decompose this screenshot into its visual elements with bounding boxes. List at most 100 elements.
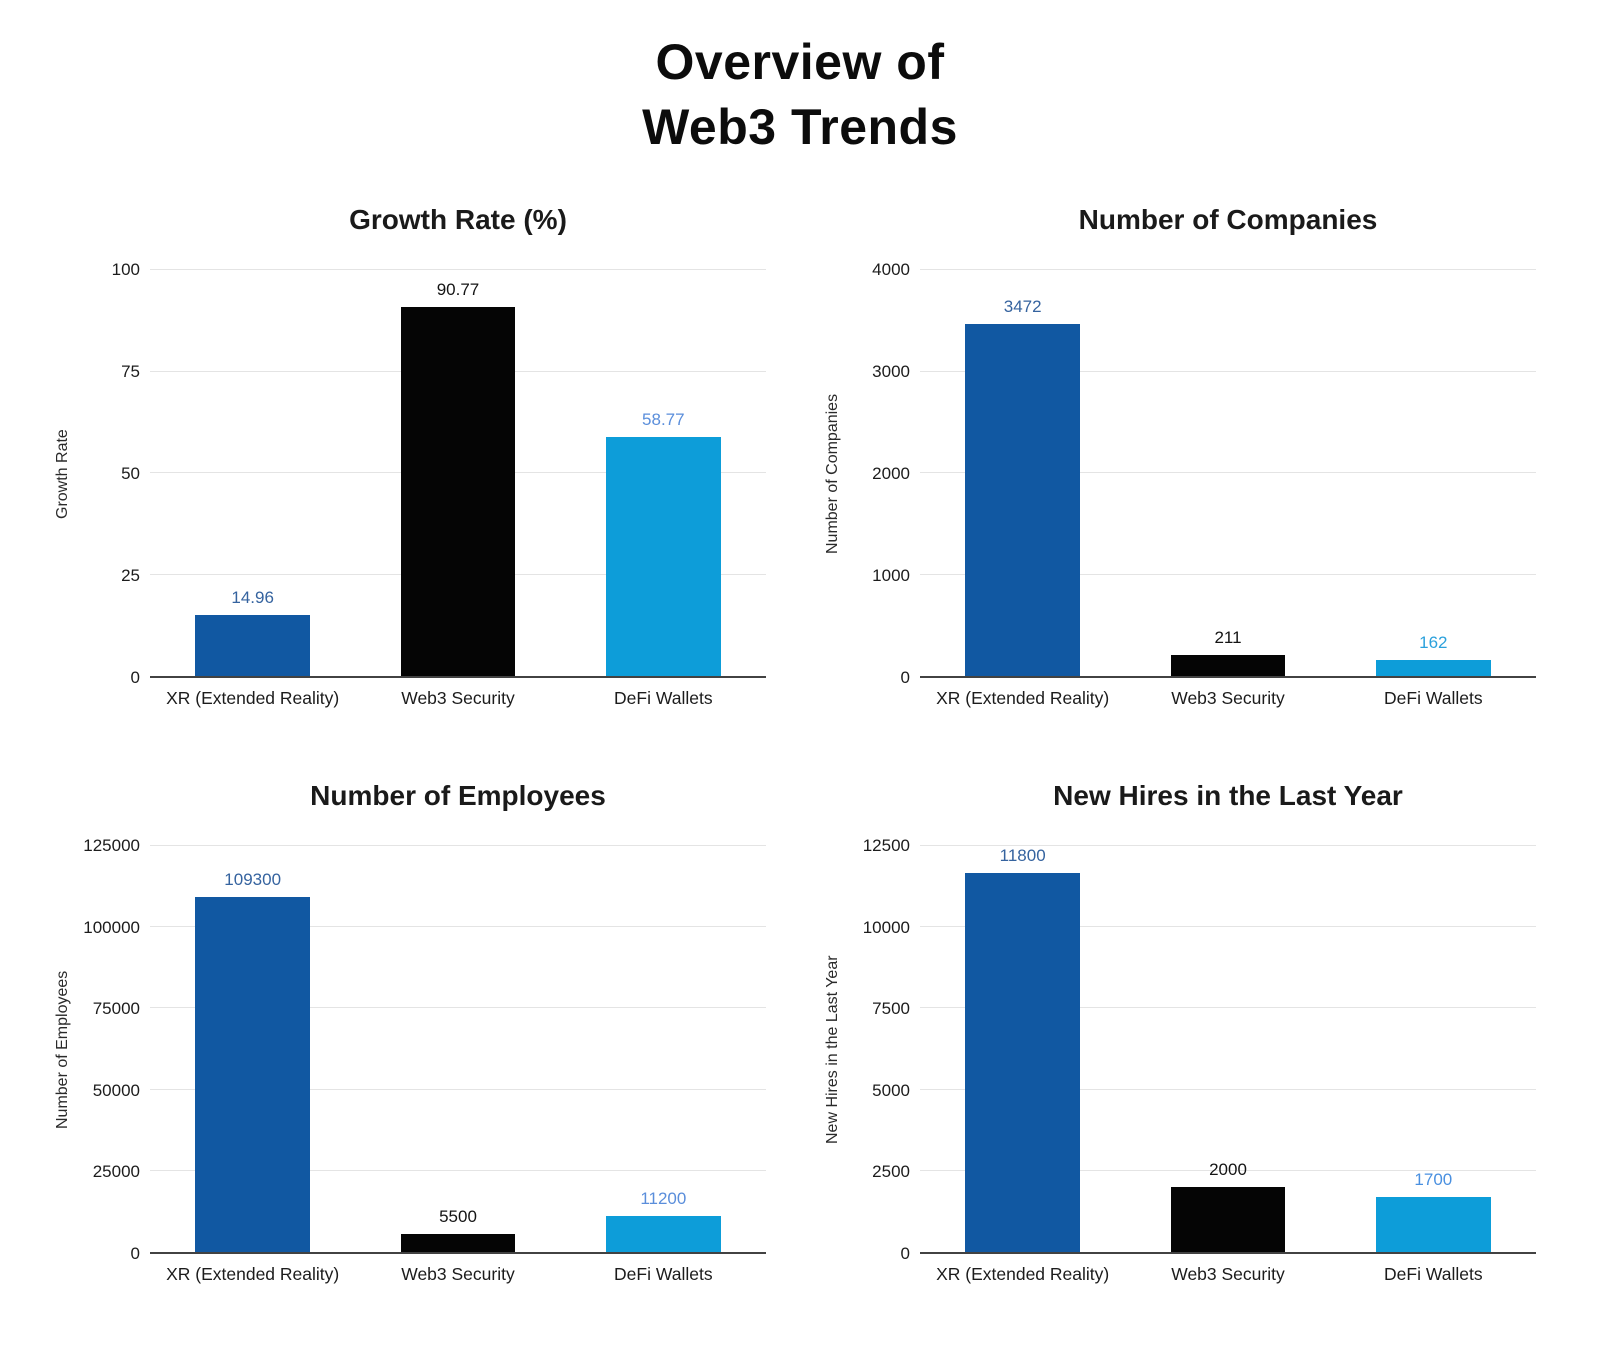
y-tick-label: 1000 bbox=[872, 566, 910, 585]
bar-value-label: 162 bbox=[1419, 632, 1448, 652]
gridline bbox=[150, 1169, 766, 1171]
y-tick-label: 125000 bbox=[83, 836, 140, 855]
x-axis-labels: XR (Extended Reality) Web3 Security DeFi W… bbox=[150, 678, 766, 718]
y-axis-title: New Hires in the Last Year bbox=[824, 955, 841, 1145]
x-category-label: XR (Extended Reality) bbox=[936, 1263, 1110, 1284]
bar bbox=[965, 873, 1081, 1252]
gridline bbox=[150, 845, 766, 846]
bar-slot: 58.77 bbox=[561, 270, 766, 676]
chart-title: Growth Rate (%) bbox=[349, 204, 567, 235]
y-axis-ticks: 0 25000 50000 75000 100000 125000 bbox=[83, 836, 150, 1263]
x-category-label: DeFi Wallets bbox=[614, 687, 713, 708]
y-axis-ticks: 0 25 50 75 100 bbox=[86, 260, 150, 687]
chart-title: New Hires in the Last Year bbox=[1053, 780, 1403, 811]
bar-value-label: 2000 bbox=[1209, 1160, 1247, 1180]
page-title: Overview of Web3 Trends bbox=[0, 0, 1600, 160]
y-tick-label: 10000 bbox=[862, 917, 910, 937]
bar bbox=[195, 615, 311, 676]
bar-value-label: 109300 bbox=[224, 870, 282, 889]
y-tick-label: 2500 bbox=[872, 1162, 910, 1182]
chart-number-of-employees: Number of Employees Number of Employees 0 2… bbox=[40, 776, 790, 1294]
bar-slot: 2000 bbox=[1125, 846, 1330, 1252]
x-category-label: DeFi Wallets bbox=[614, 1263, 713, 1284]
y-axis-ticks: 0 2500 5000 7500 10000 12500 bbox=[856, 836, 920, 1263]
bar-slot: 90.77 bbox=[355, 270, 560, 676]
gridline bbox=[150, 269, 766, 270]
gridline bbox=[920, 573, 1536, 575]
bar-slot: 109300 bbox=[150, 846, 355, 1252]
y-tick-label: 0 bbox=[900, 1244, 910, 1263]
gridline bbox=[920, 472, 1536, 473]
plot-area: 14.96 90.77 58.77 bbox=[150, 269, 766, 678]
bar-slots: 14.96 90.77 58.77 bbox=[150, 270, 766, 676]
gridline bbox=[920, 926, 1536, 928]
bar-value-label: 11200 bbox=[640, 1188, 687, 1208]
x-category-label: DeFi Wallets bbox=[1384, 687, 1483, 708]
y-axis-title: Growth Rate bbox=[54, 429, 71, 519]
y-tick-label: 0 bbox=[130, 668, 140, 687]
bar bbox=[1170, 654, 1286, 676]
y-tick-label: 75000 bbox=[92, 999, 140, 1019]
bar bbox=[1375, 1196, 1491, 1252]
plot-area: 11800 2000 1700 bbox=[920, 845, 1536, 1254]
y-tick-label: 25000 bbox=[92, 1162, 140, 1182]
bar-value-label: 90.77 bbox=[436, 280, 480, 300]
chart-body: New Hires in the Last Year 0 2500 5000 7500 1… bbox=[810, 836, 1560, 1263]
chart-title: Number of Companies bbox=[1078, 204, 1378, 235]
bar-value-label: 3472 bbox=[1003, 296, 1042, 316]
y-tick-label: 3000 bbox=[872, 362, 910, 381]
x-category-label: Web3 Security bbox=[401, 1263, 515, 1284]
bar bbox=[965, 323, 1081, 676]
gridline bbox=[920, 1088, 1536, 1090]
gridline bbox=[920, 1169, 1536, 1171]
x-category-label: XR (Extended Reality) bbox=[166, 1263, 340, 1284]
bar-value-label: 11800 bbox=[999, 846, 1046, 865]
bar bbox=[1375, 659, 1491, 676]
bar bbox=[1170, 1187, 1286, 1252]
gridline bbox=[920, 845, 1536, 846]
bar-slot: 11200 bbox=[561, 846, 766, 1252]
bar-slots: 11800 2000 1700 bbox=[920, 846, 1536, 1252]
charts-grid: Growth Rate (%) Growth Rate 0 25 50 75 100 14.9… bbox=[40, 200, 1560, 1294]
x-axis-labels: XR (Extended Reality) Web3 Security DeFi W… bbox=[150, 1254, 766, 1294]
bar bbox=[195, 897, 311, 1252]
bar-slot: 3472 bbox=[920, 270, 1125, 676]
chart-title: Number of Employees bbox=[310, 780, 606, 811]
x-category-label: Web3 Security bbox=[1171, 687, 1285, 708]
gridline bbox=[920, 1007, 1536, 1009]
chart-body: Number of Employees 0 25000 50000 75000 10000… bbox=[40, 836, 790, 1263]
bar-slots: 3472 211 162 bbox=[920, 270, 1536, 676]
y-tick-label: 0 bbox=[130, 1244, 140, 1263]
y-tick-label: 100 bbox=[111, 260, 140, 279]
chart-new-hires-last-year: New Hires in the Last Year New Hires in t… bbox=[810, 776, 1560, 1294]
bar bbox=[400, 307, 516, 676]
y-tick-label: 50000 bbox=[92, 1080, 140, 1100]
bar-slot: 14.96 bbox=[150, 270, 355, 676]
bar-value-label: 14.96 bbox=[231, 588, 274, 608]
gridline bbox=[150, 1007, 766, 1009]
bar-slot: 162 bbox=[1331, 270, 1536, 676]
y-tick-label: 50 bbox=[121, 464, 140, 483]
bar-slot: 211 bbox=[1125, 270, 1330, 676]
x-axis-labels: XR (Extended Reality) Web3 Security DeFi W… bbox=[920, 678, 1536, 718]
chart-number-of-companies: Number of Companies Number of Companies 0 1… bbox=[810, 200, 1560, 718]
x-category-label: XR (Extended Reality) bbox=[166, 687, 340, 708]
y-tick-label: 25 bbox=[121, 566, 140, 585]
y-tick-label: 7500 bbox=[872, 999, 910, 1019]
plot-area: 3472 211 162 bbox=[920, 269, 1536, 678]
x-category-label: Web3 Security bbox=[1171, 1263, 1285, 1284]
gridline bbox=[920, 370, 1536, 372]
bar-slot: 5500 bbox=[355, 846, 560, 1252]
y-tick-label: 4000 bbox=[872, 260, 910, 279]
y-axis-title: Number of Employees bbox=[54, 970, 71, 1130]
bar bbox=[400, 1234, 516, 1252]
x-category-label: DeFi Wallets bbox=[1384, 1263, 1483, 1284]
chart-body: Number of Companies 0 1000 2000 3000 4000 3472… bbox=[810, 260, 1560, 687]
y-tick-label: 0 bbox=[900, 668, 910, 687]
bar-slots: 109300 5500 11200 bbox=[150, 846, 766, 1252]
y-axis-title: Number of Companies bbox=[824, 393, 841, 555]
page-title-line2: Web3 Trends bbox=[642, 99, 958, 155]
x-category-label: Web3 Security bbox=[401, 687, 515, 708]
gridline bbox=[920, 269, 1536, 270]
